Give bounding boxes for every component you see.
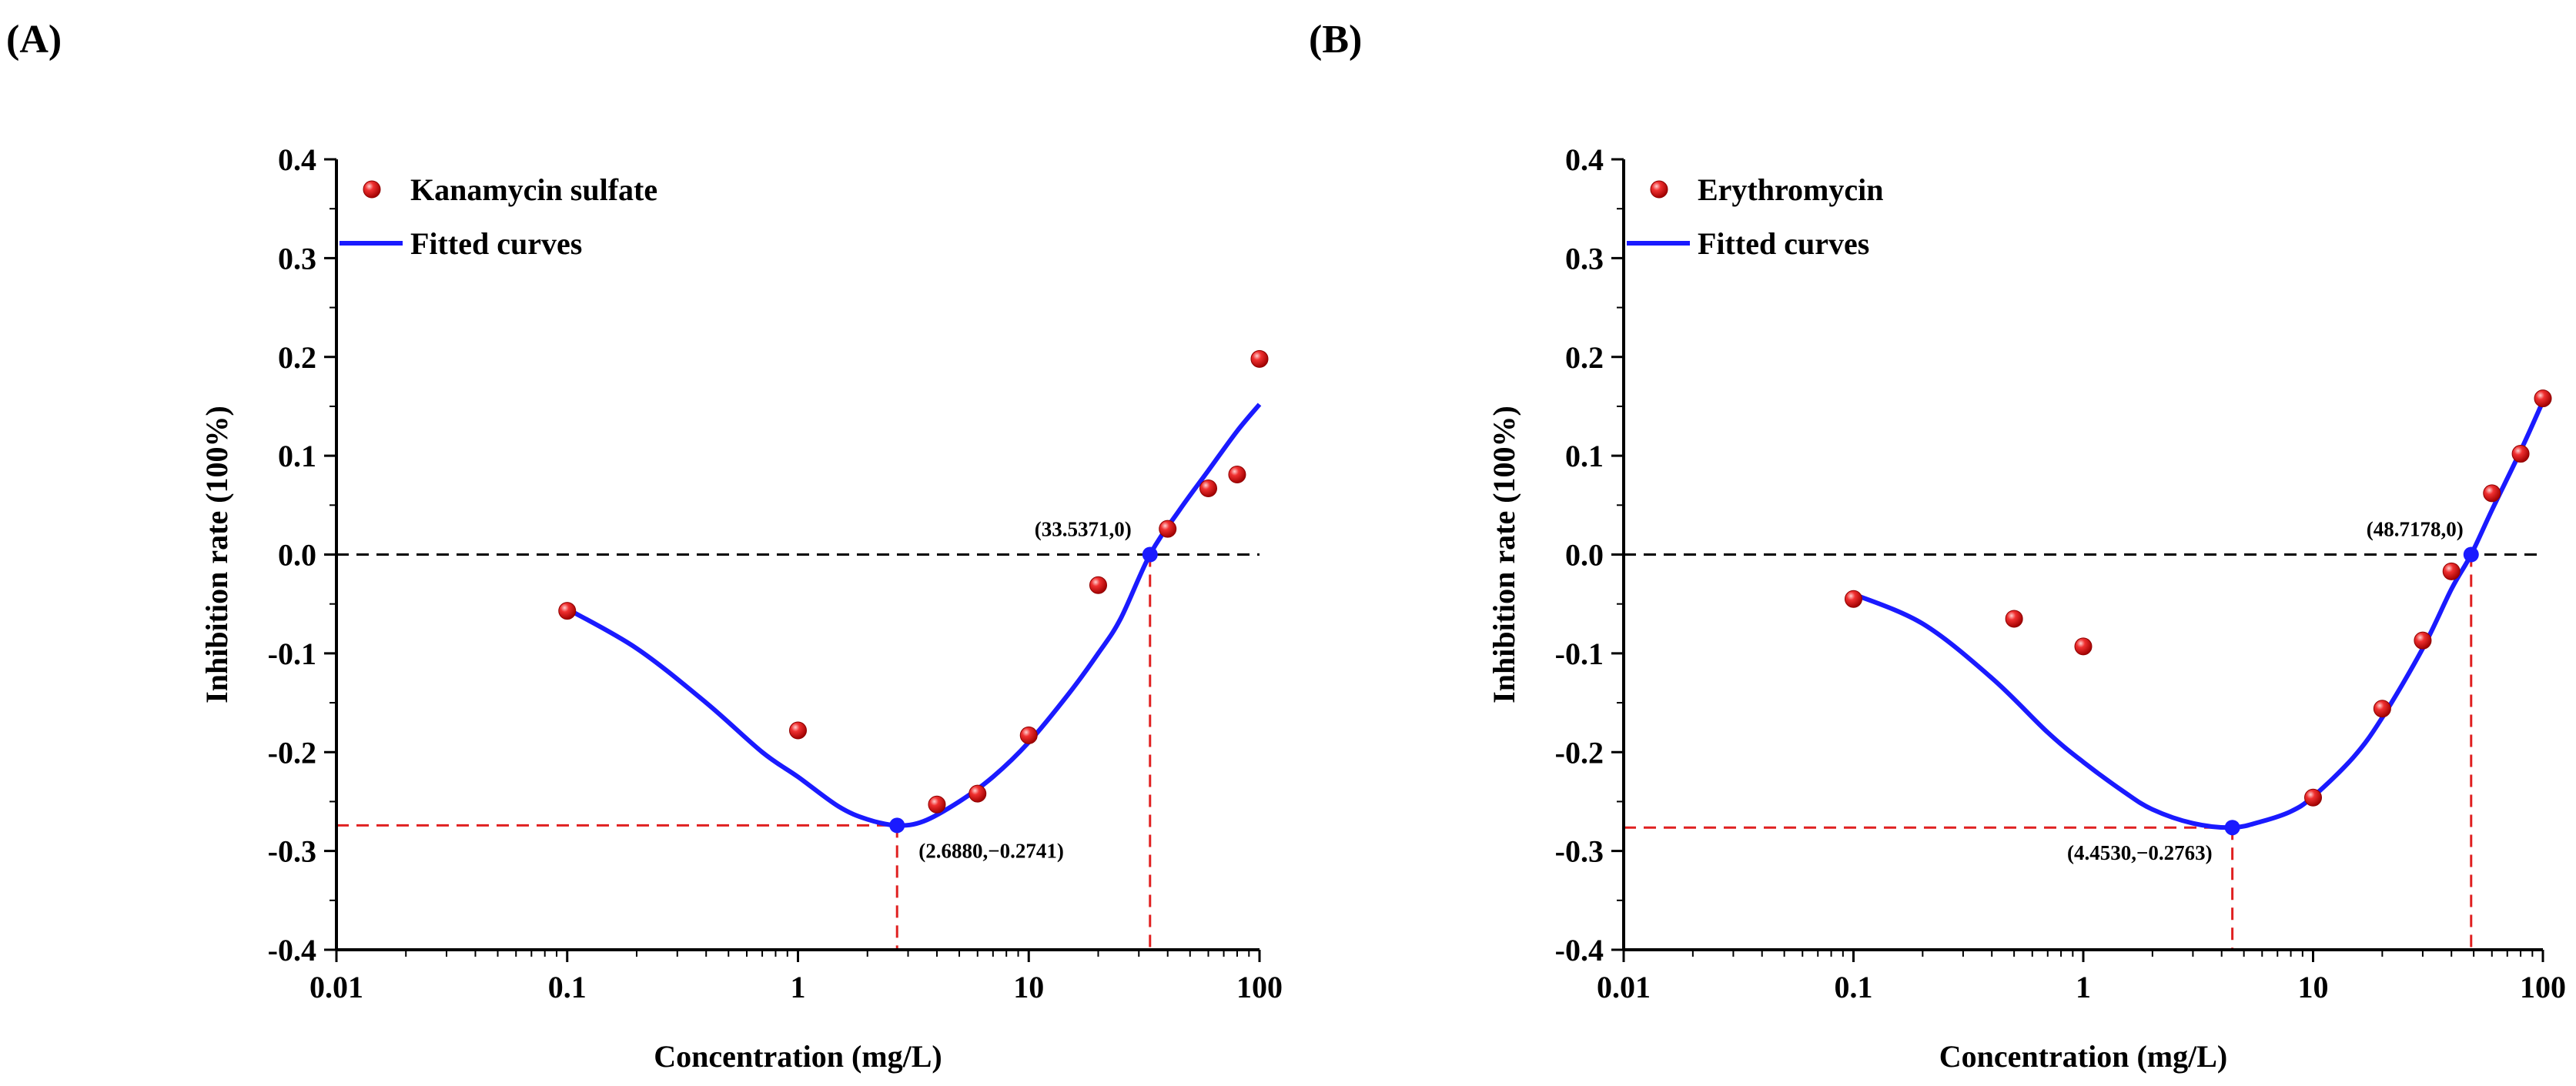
- y-tick-label: -0.4: [1555, 933, 1604, 967]
- legend-marker-points: [1650, 180, 1668, 199]
- data-point: [789, 721, 807, 740]
- x-tick-label: 100: [1236, 970, 1283, 1004]
- legend-label-points: Kanamycin sulfate: [410, 172, 657, 207]
- chart-a-kanamycin: (2.6880,−0.2741) (33.5371,0) 0.4 0.3 0.2 0.1 0…: [199, 142, 1283, 1074]
- data-point: [2442, 562, 2461, 580]
- annotation-label: (4.4530,−0.2763): [2067, 841, 2213, 864]
- y-tick-label: 0.2: [1565, 340, 1604, 375]
- x-axis-title: Concentration (mg/L): [654, 1039, 942, 1074]
- data-point: [969, 784, 987, 803]
- y-tick-label: 0.2: [278, 340, 316, 375]
- y-tick-label: -0.4: [268, 933, 316, 967]
- y-tick-label: 0.4: [278, 142, 316, 177]
- annotation-point: [2463, 546, 2479, 563]
- x-tick-label: 10: [2298, 970, 2329, 1004]
- y-tick-label: -0.1: [1555, 637, 1604, 671]
- data-point: [2304, 788, 2322, 807]
- y-tick-label: 0.0: [1565, 538, 1604, 573]
- y-axis-title: Inhibition rate (100%): [1487, 406, 1521, 703]
- y-tick-label: 0.3: [278, 241, 316, 276]
- x-tick-label: 10: [1013, 970, 1044, 1004]
- y-tick-label: -0.3: [268, 834, 316, 869]
- legend-marker-points: [363, 180, 381, 199]
- legend-label-line: Fitted curves: [410, 226, 582, 261]
- x-tick-label: 0.1: [1835, 970, 1873, 1004]
- data-point: [1845, 590, 1862, 608]
- legend-label-line: Fitted curves: [1698, 226, 1869, 261]
- x-tick-label: 0.1: [548, 970, 587, 1004]
- annotation-label: (48.7178,0): [2367, 518, 2464, 541]
- x-tick-label: 1: [791, 970, 806, 1004]
- data-point: [1019, 726, 1038, 744]
- panel-label-b: (B): [1309, 18, 1363, 62]
- annotation-point: [889, 817, 905, 834]
- annotation-point: [1142, 546, 1158, 563]
- y-tick-label: 0.4: [1565, 142, 1604, 177]
- data-point: [2414, 631, 2432, 650]
- data-point: [1199, 479, 1218, 497]
- annotation-label: (33.5371,0): [1035, 518, 1132, 541]
- y-tick-label: -0.2: [268, 735, 316, 770]
- y-tick-label: 0.3: [1565, 241, 1604, 276]
- x-tick-label: 0.01: [309, 970, 363, 1004]
- legend-label-points: Erythromycin: [1698, 172, 1883, 207]
- y-tick-label: 0.1: [278, 439, 316, 473]
- x-tick-label: 0.01: [1597, 970, 1651, 1004]
- data-point: [1089, 576, 1107, 594]
- fitted-curve-line: [1852, 400, 2545, 830]
- data-point: [1250, 349, 1269, 368]
- data-point: [928, 795, 946, 814]
- data-point: [2511, 445, 2530, 463]
- data-point: [558, 602, 577, 620]
- y-axis-title: Inhibition rate (100%): [199, 406, 234, 703]
- data-point: [2373, 700, 2391, 718]
- y-tick-label: -0.2: [1555, 735, 1604, 770]
- annotation-point: [2224, 820, 2240, 836]
- chart-b-erythromycin: (4.4530,−0.2763) (48.7178,0) 0.4 0.3 0.2 0.1 0…: [1487, 142, 2566, 1074]
- y-tick-label: -0.3: [1555, 834, 1604, 869]
- fitted-curve-line: [566, 403, 1262, 828]
- data-point: [2074, 637, 2093, 656]
- y-tick-label: 0.0: [278, 538, 316, 573]
- y-tick-label: -0.1: [268, 637, 316, 671]
- annotation-label: (2.6880,−0.2741): [918, 839, 1064, 862]
- data-point: [1228, 466, 1246, 484]
- x-tick-label: 1: [2076, 970, 2091, 1004]
- x-axis-title: Concentration (mg/L): [1939, 1039, 2227, 1074]
- data-point: [2534, 389, 2552, 408]
- data-point: [2005, 610, 2023, 628]
- x-tick-label: 100: [2520, 970, 2566, 1004]
- panel-label-a: (A): [6, 18, 62, 62]
- y-tick-label: 0.1: [1565, 439, 1604, 473]
- data-point: [2483, 484, 2501, 503]
- data-point: [1159, 520, 1177, 538]
